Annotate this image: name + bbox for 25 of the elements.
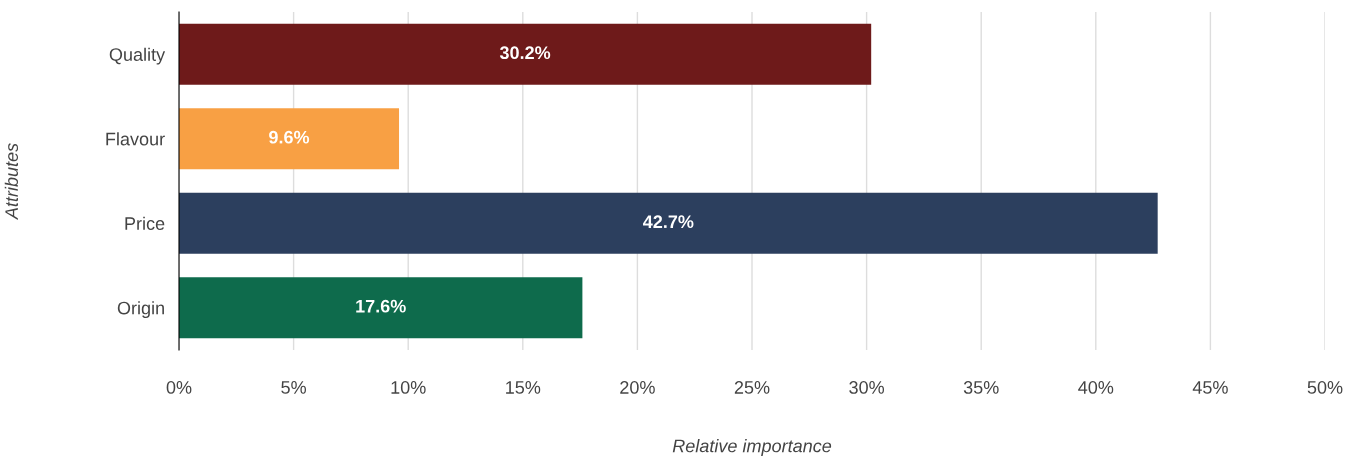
x-tick-label: 15%	[506, 381, 541, 394]
data-label: 42.7%	[643, 215, 694, 229]
y-tick-label: Flavour	[106, 132, 165, 146]
bar	[179, 192, 1158, 254]
x-tick-label: 0%	[166, 381, 192, 394]
y-tick-label: Origin	[117, 301, 164, 319]
x-tick-label: 30%	[849, 381, 885, 394]
x-tick-label: 40%	[1078, 381, 1114, 394]
x-tick-label: 25%	[734, 381, 770, 394]
x-tick-label: 10%	[391, 381, 426, 394]
y-axis-title: Attributes	[4, 143, 19, 221]
x-tick-label: 50%	[1307, 381, 1343, 394]
bar	[179, 23, 872, 85]
y-tick-label: Quality	[109, 47, 166, 65]
bar	[179, 277, 583, 339]
x-tick-label: 20%	[620, 381, 655, 394]
x-tick-label: 45%	[1192, 381, 1228, 394]
data-label: 30.2%	[499, 46, 551, 60]
x-tick-label: 5%	[281, 381, 307, 394]
x-tick-label: 35%	[963, 381, 999, 394]
data-label: 17.6%	[356, 299, 406, 313]
y-tick-label: Price	[125, 216, 165, 230]
data-label: 9.6%	[269, 130, 310, 144]
x-axis-title: Relative importance	[672, 439, 832, 456]
bar	[179, 108, 400, 170]
